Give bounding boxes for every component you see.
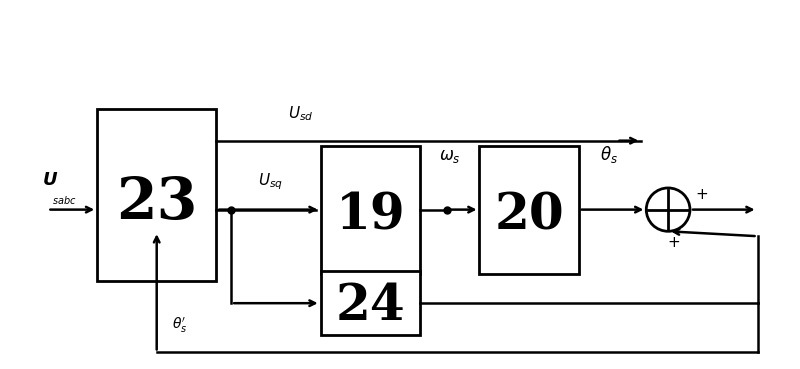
Text: $\theta_s$: $\theta_s$ bbox=[599, 144, 618, 165]
Bar bbox=[479, 146, 578, 274]
Bar bbox=[97, 108, 216, 281]
Text: 23: 23 bbox=[116, 176, 198, 231]
Text: $+$: $+$ bbox=[695, 188, 708, 202]
Circle shape bbox=[646, 188, 690, 231]
Text: 19: 19 bbox=[335, 192, 405, 241]
Bar bbox=[321, 271, 420, 335]
Text: $U_{sd}$: $U_{sd}$ bbox=[288, 104, 314, 123]
Text: 20: 20 bbox=[494, 192, 564, 241]
Text: $+$: $+$ bbox=[666, 236, 680, 250]
Text: $\omega_s$: $\omega_s$ bbox=[438, 148, 461, 165]
Bar bbox=[321, 146, 420, 274]
Text: $U_{sq}$: $U_{sq}$ bbox=[258, 171, 283, 192]
Text: $_{sabc}$: $_{sabc}$ bbox=[53, 193, 77, 207]
Text: $\boldsymbol{U}$: $\boldsymbol{U}$ bbox=[42, 171, 58, 189]
Text: $\theta_s'$: $\theta_s'$ bbox=[171, 315, 187, 335]
Text: 24: 24 bbox=[335, 282, 405, 331]
